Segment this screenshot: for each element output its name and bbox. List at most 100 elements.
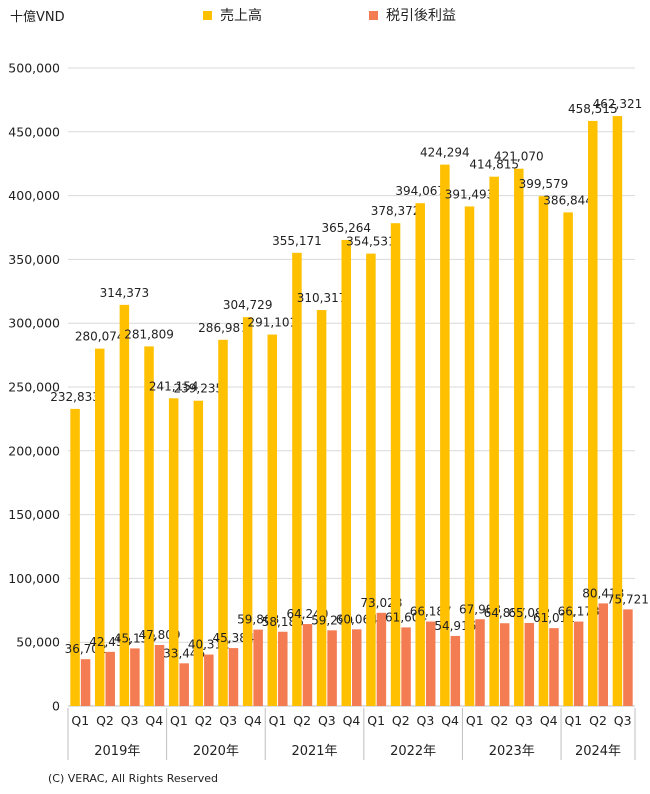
- revenue-data-label: 280,074: [75, 330, 125, 344]
- x-tick-label-quarter: Q4: [145, 713, 163, 728]
- y-tick-label: 200,000: [8, 443, 60, 458]
- x-tick-label-quarter: Q4: [441, 713, 459, 728]
- x-tick-label-quarter: Q4: [540, 713, 558, 728]
- profit-data-label: 75,721: [607, 592, 649, 606]
- legend-label-profit: 税引後利益: [386, 8, 456, 24]
- x-tick-label-quarter: Q2: [392, 713, 410, 728]
- revenue-data-label: 424,294: [420, 146, 470, 160]
- revenue-data-label: 394,067: [395, 184, 445, 198]
- y-tick-label: 100,000: [8, 571, 60, 586]
- profit-bar: [524, 622, 535, 706]
- x-tick-label-year: 2023年: [489, 744, 535, 759]
- legend-item-profit: 税引後利益: [369, 5, 456, 25]
- revenue-bar: [489, 176, 499, 707]
- x-tick-label-year: 2021年: [291, 744, 337, 759]
- profit-bar: [80, 659, 91, 706]
- x-tick-label-quarter: Q1: [564, 713, 582, 728]
- y-tick-label: 450,000: [8, 124, 60, 139]
- revenue-data-label: 399,579: [519, 177, 569, 191]
- x-tick-label-quarter: Q3: [121, 713, 139, 728]
- x-tick-label-quarter: Q2: [195, 713, 213, 728]
- profit-bar: [598, 603, 609, 706]
- revenue-bar: [588, 120, 598, 706]
- x-tick-label-quarter: Q4: [244, 713, 262, 728]
- revenue-bar: [390, 223, 401, 706]
- x-tick-label-quarter: Q4: [343, 713, 361, 728]
- revenue-bar: [563, 212, 573, 706]
- x-tick-label-year: 2019年: [94, 744, 140, 759]
- x-tick-label-quarter: Q3: [219, 713, 237, 728]
- profit-bar: [450, 635, 461, 706]
- x-tick-label-quarter: Q3: [614, 713, 632, 728]
- profit-bar: [278, 631, 288, 706]
- x-tick-label-year: 2024年: [575, 744, 621, 759]
- revenue-bar: [267, 334, 278, 706]
- y-tick-label: 400,000: [8, 188, 60, 203]
- revenue-bar: [144, 346, 154, 706]
- revenue-data-label: 314,373: [100, 286, 150, 300]
- x-tick-label-quarter: Q1: [71, 713, 89, 728]
- copyright-text: (C) VERAC, All Rights Reserved: [48, 772, 218, 785]
- x-tick-label-quarter: Q2: [491, 713, 509, 728]
- x-tick-label-quarter: Q3: [417, 713, 435, 728]
- revenue-data-label: 232,833: [50, 390, 100, 404]
- revenue-data-label: 462,321: [593, 97, 643, 111]
- y-tick-label: 0: [52, 699, 60, 714]
- revenue-bar: [440, 164, 450, 707]
- y-tick-label: 150,000: [8, 507, 60, 522]
- revenue-bar: [612, 116, 623, 706]
- revenue-data-label: 421,070: [494, 150, 544, 164]
- profit-bar: [302, 624, 313, 706]
- revenue-bar: [193, 400, 204, 706]
- revenue-data-label: 365,264: [321, 221, 371, 235]
- revenue-data-label: 281,809: [124, 327, 174, 341]
- revenue-data-label: 291,101: [247, 316, 297, 330]
- revenue-data-label: 310,317: [297, 291, 347, 305]
- revenue-data-label: 286,987: [198, 321, 248, 335]
- revenue-bar: [292, 252, 302, 706]
- x-tick-label-quarter: Q3: [318, 713, 336, 728]
- profit-bar: [154, 644, 165, 706]
- profit-bar: [327, 630, 337, 706]
- profit-bar: [475, 619, 485, 706]
- profit-bar: [376, 612, 387, 706]
- profit-bar: [179, 663, 189, 706]
- profit-bar: [573, 621, 584, 706]
- revenue-bar: [366, 253, 376, 706]
- revenue-data-label: 391,493: [445, 187, 495, 201]
- profit-bar: [425, 621, 436, 706]
- x-tick-label-quarter: Q2: [589, 713, 607, 728]
- revenue-bar: [341, 239, 351, 706]
- profit-bar: [352, 629, 362, 706]
- revenue-bar: [464, 206, 475, 706]
- x-tick-label-quarter: Q1: [466, 713, 484, 728]
- x-tick-label-quarter: Q3: [515, 713, 533, 728]
- x-tick-label-year: 2022年: [390, 744, 436, 759]
- profit-bar: [105, 651, 115, 706]
- y-tick-label: 350,000: [8, 252, 60, 267]
- legend-label-revenue: 売上高: [220, 8, 262, 24]
- revenue-bar: [415, 203, 425, 706]
- revenue-bar: [514, 168, 524, 707]
- revenue-data-label: 414,815: [469, 158, 519, 172]
- profit-bar: [228, 648, 239, 706]
- revenue-bar: [218, 339, 228, 706]
- y-tick-label: 300,000: [8, 316, 60, 331]
- revenue-data-label: 378,372: [371, 204, 421, 218]
- revenue-bar: [316, 310, 327, 706]
- x-tick-label-quarter: Q2: [96, 713, 114, 728]
- profit-bar: [204, 654, 214, 706]
- x-tick-label-quarter: Q1: [170, 713, 188, 728]
- y-tick-label: 250,000: [8, 380, 60, 395]
- y-tick-label: 50,000: [16, 635, 60, 650]
- x-tick-label-quarter: Q1: [367, 713, 385, 728]
- revenue-data-label: 386,844: [543, 193, 593, 207]
- revenue-data-label: 355,171: [272, 234, 322, 248]
- revenue-data-label: 458,515: [568, 102, 618, 116]
- revenue-data-label: 354,531: [346, 235, 396, 249]
- profit-bar: [623, 609, 633, 706]
- legend-swatch-revenue: [203, 10, 212, 20]
- revenue-bar: [242, 317, 253, 706]
- x-tick-label-quarter: Q1: [269, 713, 287, 728]
